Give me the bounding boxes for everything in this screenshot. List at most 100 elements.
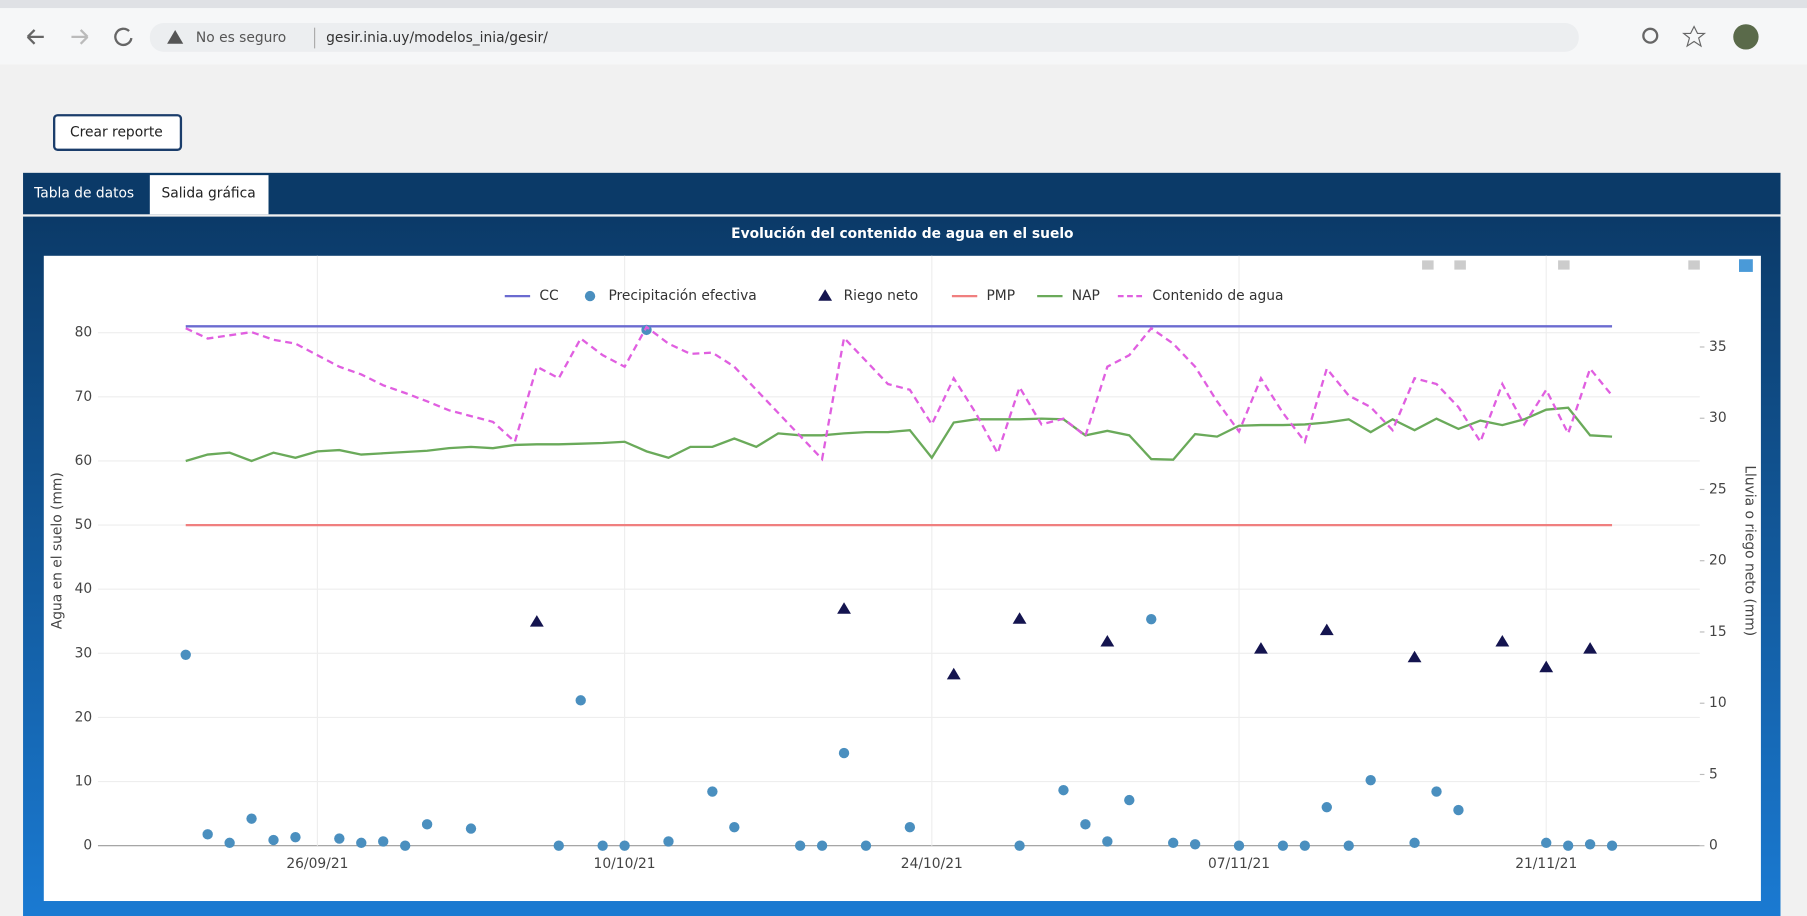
- dot-marker: [1102, 836, 1113, 847]
- dot-marker: [597, 840, 608, 851]
- dot-marker: [290, 831, 301, 843]
- reload-button[interactable]: [114, 27, 133, 47]
- dot-marker: [904, 822, 916, 833]
- legend-label[interactable]: Contenido de agua: [1152, 288, 1283, 304]
- dot-marker: [1321, 802, 1332, 813]
- dot-marker: [334, 833, 345, 844]
- dot-marker: [268, 834, 279, 846]
- y2-tick-label: 5: [1709, 766, 1718, 782]
- plot-background: [43, 255, 1761, 902]
- legend-label[interactable]: Precipitación efectiva: [608, 288, 756, 304]
- dot-marker: [1189, 839, 1201, 850]
- zoom-icon[interactable]: [1642, 27, 1659, 44]
- dot-marker: [641, 324, 652, 336]
- triangle-marker: [1100, 635, 1115, 647]
- x-tick-label: 21/11/21: [1515, 856, 1577, 872]
- dot-marker: [1541, 837, 1552, 849]
- dot-marker: [1014, 840, 1025, 851]
- dot-marker: [1453, 804, 1464, 816]
- y-tick-label: 0: [83, 838, 92, 854]
- legend-label[interactable]: PMP: [986, 288, 1015, 304]
- dot-marker: [575, 695, 586, 706]
- dot-marker: [1080, 819, 1091, 830]
- chart-title: Evolución del contenido de agua en el su…: [731, 226, 1073, 242]
- forward-button[interactable]: [71, 29, 89, 45]
- y2-tick-label: 20: [1709, 553, 1727, 569]
- y2-tick-label: 30: [1709, 410, 1727, 426]
- back-button[interactable]: [26, 29, 44, 45]
- toolbar-button[interactable]: [1558, 260, 1570, 270]
- dot-marker: [224, 837, 235, 849]
- dot-marker: [1409, 837, 1420, 849]
- y2-axis-label: Lluvia o riego neto (mm): [1741, 465, 1757, 636]
- security-label: No es seguro: [196, 30, 286, 46]
- warning-icon: [167, 29, 184, 44]
- dot-marker: [356, 837, 367, 849]
- y-tick-label: 70: [75, 389, 93, 405]
- legend-label[interactable]: CC: [539, 288, 558, 304]
- legend-swatch: [818, 289, 833, 301]
- triangle-marker: [1407, 650, 1422, 663]
- dot-marker: [180, 649, 191, 660]
- dot-marker: [1167, 837, 1179, 849]
- dot-marker: [1146, 613, 1157, 625]
- series-line: [185, 406, 1613, 463]
- active-tab[interactable]: [149, 175, 269, 215]
- y2-tick-label: 0: [1709, 838, 1718, 854]
- tab[interactable]: Tabla de datos: [33, 186, 134, 202]
- address-bar[interactable]: [149, 23, 1579, 52]
- report-button[interactable]: [53, 114, 183, 151]
- y-tick-label: 10: [75, 774, 93, 790]
- x-tick-label: 07/11/21: [1208, 856, 1270, 872]
- toolbar-button[interactable]: [1688, 260, 1700, 270]
- dot-marker: [246, 813, 257, 824]
- y2-tick-label: 35: [1709, 339, 1727, 355]
- triangle-marker: [1539, 660, 1554, 673]
- dot-marker: [707, 786, 718, 797]
- legend-label[interactable]: NAP: [1072, 288, 1100, 304]
- y-tick-label: 30: [75, 645, 93, 661]
- series-line: [185, 325, 1613, 462]
- dot-marker: [1124, 794, 1135, 806]
- dot-marker: [663, 836, 674, 847]
- dot-marker: [860, 840, 872, 851]
- triangle-marker: [1319, 623, 1334, 636]
- dot-marker: [1606, 840, 1618, 851]
- tab[interactable]: Salida gráfica: [161, 186, 255, 202]
- toolbar-button[interactable]: [1454, 260, 1466, 270]
- dot-marker: [1343, 840, 1354, 851]
- dot-marker: [816, 840, 828, 851]
- y2-tick-label: 15: [1709, 624, 1727, 640]
- star-icon[interactable]: [1682, 25, 1707, 48]
- triangle-marker: [1583, 642, 1598, 654]
- dot-marker: [202, 829, 213, 840]
- toolbar-button[interactable]: [1422, 260, 1434, 270]
- dot-marker: [1584, 839, 1596, 850]
- dot-marker: [1299, 840, 1311, 851]
- x-tick-label: 24/10/21: [901, 856, 963, 872]
- dot-marker: [619, 840, 630, 851]
- triangle-marker: [1012, 612, 1027, 624]
- triangle-marker: [946, 667, 961, 680]
- dot-marker: [465, 823, 477, 834]
- y-tick-label: 80: [75, 325, 93, 341]
- y-tick-label: 50: [75, 517, 93, 533]
- dot-marker: [838, 747, 850, 759]
- dot-marker: [1058, 784, 1069, 796]
- dot-marker: [1365, 774, 1376, 786]
- dot-marker: [1562, 840, 1574, 851]
- profile-avatar[interactable]: [1733, 24, 1759, 50]
- dot-marker: [794, 840, 806, 851]
- dot-marker: [421, 819, 433, 830]
- triangle-marker: [837, 602, 851, 614]
- dot-marker: [399, 840, 411, 851]
- dot-marker: [1233, 840, 1245, 851]
- legend-label[interactable]: Riego neto: [844, 288, 919, 304]
- toolbar-button[interactable]: [1739, 259, 1753, 272]
- url: gesir.inia.uy/modelos_inia/gesir/: [326, 30, 548, 46]
- y-axis-label: Agua en el suelo (mm): [50, 472, 66, 629]
- triangle-marker: [1254, 642, 1268, 654]
- y-tick-label: 60: [75, 453, 93, 469]
- report-button-label: Crear reporte: [70, 125, 163, 141]
